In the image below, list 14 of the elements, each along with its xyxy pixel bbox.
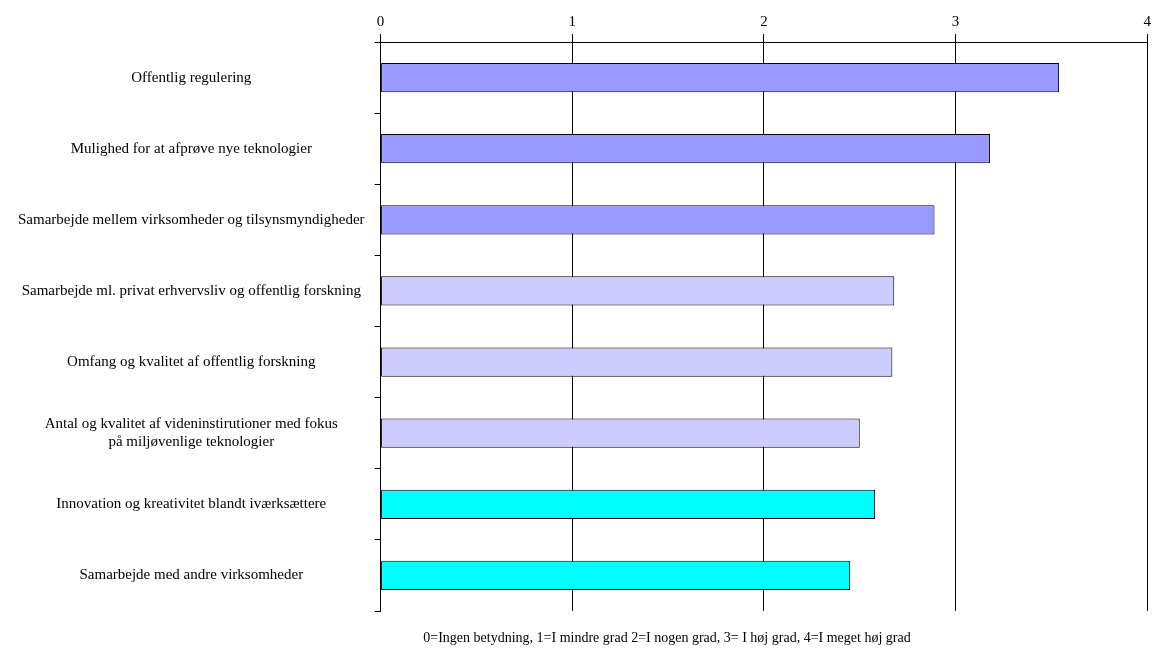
x-tick-label: 0 [376,12,385,29]
y-tick-label: Offentlig regulering [131,68,252,85]
text: 0=Ingen betydning, 1=I mindre grad 2=I nogen grad, 3= I høj grad, 4=I meget høj grad [422,630,912,646]
x-tick-label: 2 [760,12,768,29]
y-tick-label: Mulighed for at afprøve nye teknologier [70,139,312,156]
y-tick-label: Samarbejde ml. privat erhvervsliv og offentlig forskning [21,281,362,298]
y-tick-label: Samarbejde med andre virksomheder [79,566,304,583]
y-tick-label: Innovation og kreativitet blandt iværksættere [56,495,327,512]
x-tick-label: 4 [1143,12,1152,29]
y-tick-label: Omfang og kvalitet af offentlig forskning [67,353,316,369]
x-tick-label: 1 [568,12,576,29]
y-tick-label: Samarbejde mellem virksomheder og tilsynsmyndigheder [18,210,365,227]
x-tick-label: 3 [951,12,960,29]
y-tick-label: Antal og kvalitet af videninstirutioner med fokus på miljøvenlige teknologier [44,415,339,450]
